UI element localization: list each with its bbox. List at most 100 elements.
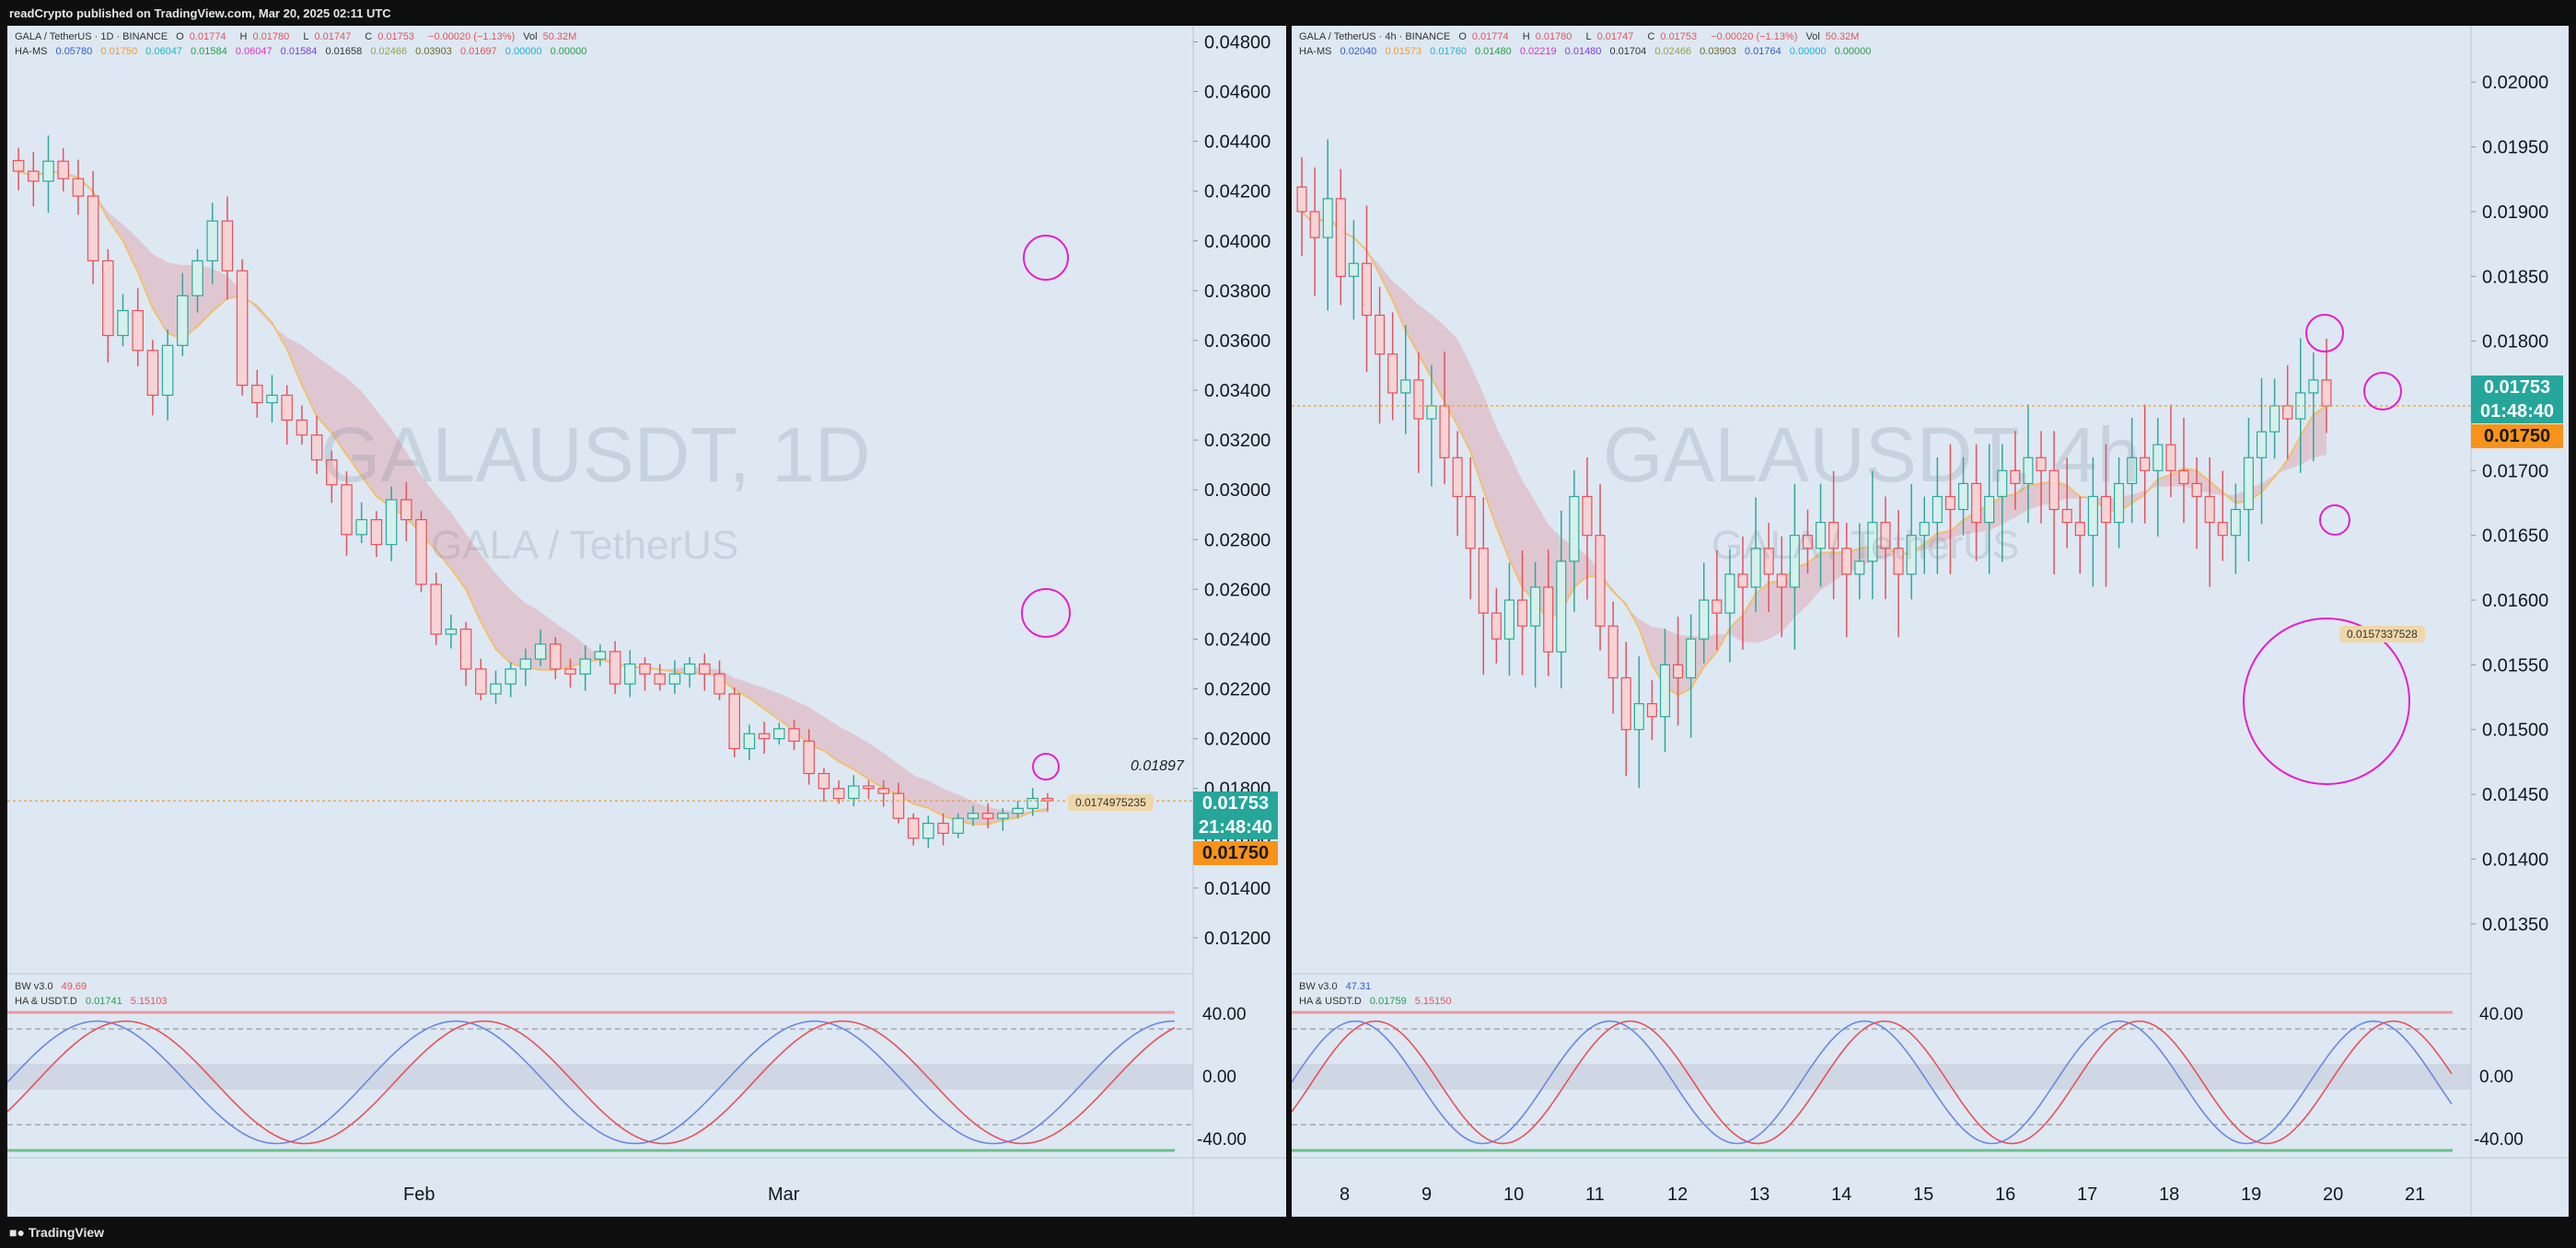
bw-value: 47.31 (1345, 981, 1372, 992)
y-tick-label: 0.02000 (2482, 73, 2548, 93)
candle-body (1027, 797, 1039, 809)
ha-ms-v10: 0.01764 (1744, 46, 1781, 57)
y-tick-label: 0.04200 (1204, 182, 1271, 202)
x-tick-label: 20 (2323, 1184, 2343, 1205)
price-label-tag-1d: 0.0174975235 (1068, 794, 1154, 811)
candle-body (2165, 444, 2176, 471)
candle-body (1387, 353, 1398, 394)
candle-body (206, 220, 218, 261)
y-tick-label: 0.01650 (2482, 526, 2548, 547)
candle-body (907, 817, 920, 839)
y-tick-label: 0.01950 (2482, 138, 2548, 158)
candle-body (1322, 198, 1333, 238)
legend-bw-1d[interactable]: BW v3.0 49.69 (15, 981, 92, 992)
osc-tick-neg40: -40.00 (1197, 1130, 1247, 1150)
legend-ohlc-1d[interactable]: GALA / TetherUS · 1D · BINANCE O 0.01774 … (15, 31, 587, 42)
tv-brand: TradingView (28, 1225, 105, 1240)
candle-body (146, 350, 159, 397)
candle-body (2087, 495, 2098, 537)
legend-ha-ms-4h[interactable]: HA-MS 0.02040 0.01573 0.01760 0.01480 0.… (1299, 46, 1876, 57)
chart-panel-4h[interactable]: 0.02000 0.01950 0.01900 0.01850 0.01800 0.017… (1292, 26, 2569, 1217)
chart-panel-1d[interactable]: 0.04800 0.04600 0.04400 0.04200 0.04000 0.038… (7, 26, 1286, 1217)
candle-body (922, 822, 934, 839)
candle-body (2204, 495, 2215, 524)
candle-body (1971, 482, 1982, 524)
annotation-01897: 0.01897 (1131, 758, 1184, 774)
ha-ms-v8: 0.02466 (1654, 46, 1692, 57)
time-axis-4h: 8 9 10 11 12 13 14 15 16 17 18 19 20 21 (1340, 1184, 2425, 1205)
watermark-name-4h: GALA / TetherUS (1712, 523, 2020, 568)
candle-body (2282, 405, 2293, 420)
candle-body (1620, 676, 1631, 731)
candle-body (1932, 495, 1943, 524)
y-tick-label: 0.04400 (1204, 133, 1271, 153)
candle-body (1737, 573, 1748, 588)
candle-body (1880, 522, 1891, 549)
price-axis-1d: 0.04800 0.04600 0.04400 0.04200 0.04000 0.038… (1193, 32, 1271, 949)
panel-divider[interactable] (1286, 26, 1292, 1217)
candle-body (1646, 703, 1657, 718)
y-tick-label: 0.02000 (1204, 730, 1271, 750)
y-tick-label: 0.03200 (1204, 431, 1271, 451)
last-price-badge-1d: 0.01753 21:48:40 (1193, 792, 1278, 839)
c-value: 0.01753 (1660, 31, 1698, 42)
candle-body (2114, 482, 2125, 524)
candle-body (2100, 495, 2111, 524)
y-tick-label: 0.02200 (1204, 680, 1271, 700)
candle-body (341, 484, 353, 536)
candle-body (430, 584, 442, 635)
candle-body (639, 663, 651, 675)
chart-canvas-4h[interactable]: 0.02000 0.01950 0.01900 0.01850 0.01800 0.017… (1292, 26, 2569, 1217)
candle-body (87, 195, 99, 261)
osc-line-red (1292, 1020, 2453, 1145)
legend-title: GALA / TetherUS · 4h · BINANCE (1299, 31, 1451, 42)
candle-body (1569, 495, 1580, 562)
x-tick-label: 17 (2077, 1184, 2097, 1205)
orange-price-badge-1d: 0.01750 (1193, 841, 1278, 865)
ha-ms-v9: 0.03903 (1700, 46, 1736, 57)
legend-bw-4h[interactable]: BW v3.0 47.31 (1299, 981, 1376, 992)
candle-body (1335, 198, 1346, 277)
candle-body (2061, 508, 2072, 524)
x-tick-label: 14 (1831, 1184, 1851, 1205)
ha-ms-v12: 0.00000 (550, 46, 587, 57)
tradingview-logo[interactable]: ■● TradingView (9, 1225, 104, 1240)
candle-body (281, 394, 293, 422)
candle-body (877, 788, 889, 794)
candle-body (161, 344, 174, 397)
legend-ha-usdt-4h[interactable]: HA & USDT.D 0.01759 5.15150 (1299, 996, 1457, 1007)
legend-ohlc-4h[interactable]: GALA / TetherUS · 4h · BINANCE O 0.01774 … (1299, 31, 1870, 42)
candle-body (1633, 703, 1644, 731)
candle-body (1361, 262, 1373, 317)
last-price-badge-4h: 0.01753 01:48:40 (2471, 376, 2563, 423)
candle-body (728, 693, 740, 750)
candle-body (1841, 548, 1852, 575)
oscillator-4h (1292, 1011, 2453, 1152)
candle-body (57, 160, 69, 179)
footer-bar: ■● TradingView (0, 1217, 2576, 1248)
ha-ms-v6: 0.01584 (280, 46, 318, 57)
candle-body (1944, 495, 1955, 511)
chart-canvas-1d[interactable]: 0.04800 0.04600 0.04400 0.04200 0.04000 0.038… (7, 26, 1286, 1217)
candle-body (1607, 625, 1619, 679)
candle-body (1296, 186, 1307, 213)
annotation-circle (2319, 504, 2350, 536)
legend-ha-ms-1d[interactable]: HA-MS 0.05780 0.01750 0.06047 0.01584 0.… (15, 46, 592, 57)
legend-ha-usdt-1d[interactable]: HA & USDT.D 0.01741 5.15103 (15, 996, 173, 1007)
y-tick-label: 0.04600 (1204, 82, 1271, 102)
vol-label: Vol (523, 31, 538, 42)
ha-ms-v7: 0.01704 (1609, 46, 1647, 57)
h-value: 0.01780 (1535, 31, 1572, 42)
candle-body (609, 651, 621, 685)
candles-1d (7, 135, 1193, 849)
candle-body (1750, 548, 1761, 588)
vol-value: 50.32M (1825, 31, 1860, 42)
candle-body (1491, 612, 1502, 640)
candle-body (683, 663, 696, 675)
candle-body (459, 629, 472, 670)
candle-body (1582, 495, 1593, 537)
ha-ms-v3: 0.06047 (145, 46, 182, 57)
annotation-circle (1021, 588, 1071, 638)
x-tick-label: 21 (2405, 1184, 2425, 1205)
x-tick-label: 19 (2241, 1184, 2261, 1205)
